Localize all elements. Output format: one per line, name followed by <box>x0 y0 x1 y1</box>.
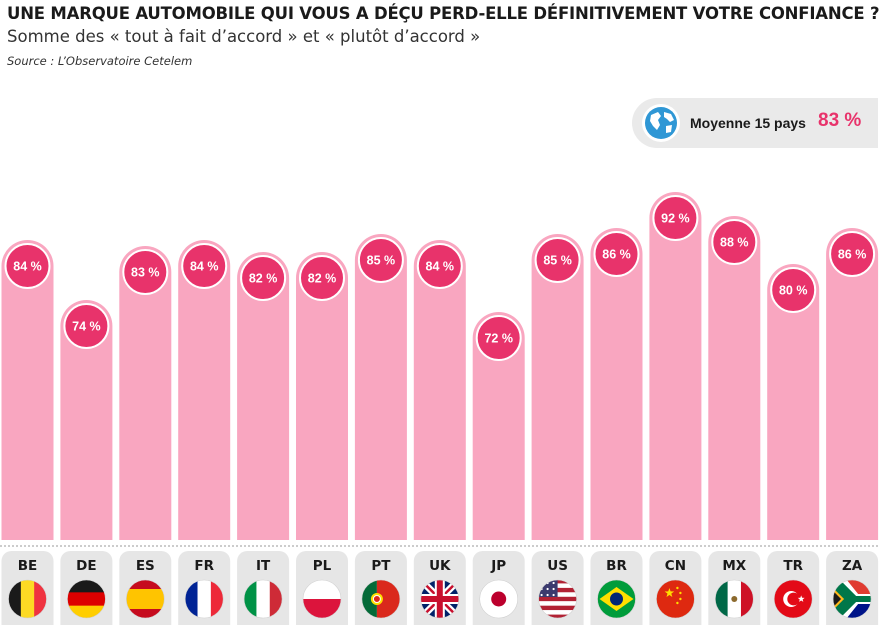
bar-es <box>119 246 172 541</box>
average-value: 83 % <box>818 110 862 131</box>
flag-es-icon <box>126 579 165 619</box>
flag-uk-icon <box>420 579 460 619</box>
country-code-br: BR <box>606 558 627 574</box>
bar-tr <box>767 264 820 540</box>
chart-title: UNE MARQUE AUTOMOBILE QUI VOUS A DÉÇU PE… <box>7 4 880 23</box>
value-label-uk: 84 % <box>426 260 455 274</box>
flag-br-icon <box>597 579 636 619</box>
bar-mx <box>708 216 761 540</box>
globe-icon <box>642 104 680 142</box>
value-label-be: 84 % <box>13 260 42 274</box>
flag-za-icon <box>832 579 872 619</box>
bar-jp <box>472 312 525 540</box>
country-code-de: DE <box>76 558 96 574</box>
value-bubble-za <box>829 231 876 277</box>
value-label-za: 86 % <box>838 248 867 262</box>
bar-de <box>60 300 113 540</box>
country-code-fr: FR <box>194 558 214 574</box>
flag-de-icon <box>67 579 106 619</box>
flag-cn-icon <box>656 579 695 619</box>
value-label-tr: 80 % <box>779 284 808 298</box>
bar-fr <box>178 240 231 540</box>
country-code-us: US <box>547 558 568 574</box>
value-bubble-mx <box>711 219 758 265</box>
average-box: Moyenne 15 pays 83 % <box>632 98 878 148</box>
value-label-cn: 92 % <box>661 212 690 226</box>
chart-source: Source : L’Observatoire Cetelem <box>7 54 193 68</box>
country-code-pt: PT <box>371 558 391 574</box>
value-bubble-be <box>4 243 51 289</box>
country-code-it: IT <box>256 558 271 574</box>
value-label-de: 74 % <box>72 320 101 334</box>
flag-pl-icon <box>302 579 342 619</box>
flag-tr-icon <box>773 579 813 619</box>
chart-subtitle: Somme des « tout à fait d’accord » et « … <box>7 27 481 46</box>
bar-za <box>826 228 879 540</box>
value-bubble-br <box>593 231 640 277</box>
flag-it-icon <box>243 579 283 619</box>
value-bubble-de <box>63 303 110 349</box>
value-label-us: 85 % <box>543 254 572 268</box>
value-bubble-uk <box>416 243 463 289</box>
bar-cn <box>649 192 702 541</box>
value-bubble-tr <box>770 267 817 313</box>
country-code-mx: MX <box>722 558 746 574</box>
bar-br <box>590 228 643 540</box>
country-code-es: ES <box>136 558 155 574</box>
value-label-br: 86 % <box>602 248 631 262</box>
bar-it <box>237 252 290 541</box>
value-label-mx: 88 % <box>720 236 749 250</box>
value-bubble-es <box>122 249 169 295</box>
value-label-it: 82 % <box>249 272 278 286</box>
value-label-pl: 82 % <box>308 272 337 286</box>
bar-uk <box>413 240 466 540</box>
bar-be <box>1 240 54 540</box>
value-label-fr: 84 % <box>190 260 219 274</box>
flag-fr-icon <box>184 579 224 619</box>
value-bubble-cn <box>652 195 699 241</box>
value-label-jp: 72 % <box>484 332 513 346</box>
flag-us-icon <box>538 579 577 619</box>
flag-jp-icon <box>479 579 519 619</box>
average-label: Moyenne 15 pays <box>690 115 806 131</box>
flag-be-icon <box>8 579 47 619</box>
country-code-tr: TR <box>783 558 803 574</box>
flag-pt-icon <box>361 579 401 619</box>
country-code-jp: JP <box>490 558 506 574</box>
value-label-pt: 85 % <box>367 254 396 268</box>
value-bubble-us <box>534 237 581 283</box>
value-bubble-it <box>240 255 287 301</box>
bar-pl <box>296 252 348 540</box>
bar-pt <box>354 234 407 540</box>
value-bubble-pt <box>357 237 404 283</box>
country-code-za: ZA <box>842 558 863 574</box>
country-code-cn: CN <box>665 558 686 574</box>
value-bubble-fr <box>181 243 228 289</box>
value-label-es: 83 % <box>131 266 160 280</box>
country-code-pl: PL <box>313 558 332 574</box>
country-code-uk: UK <box>429 558 451 574</box>
country-code-be: BE <box>18 558 38 574</box>
bar-us <box>531 234 584 540</box>
value-bubble-jp <box>475 315 522 361</box>
flag-mx-icon <box>714 579 754 619</box>
value-bubble-pl <box>299 255 345 301</box>
